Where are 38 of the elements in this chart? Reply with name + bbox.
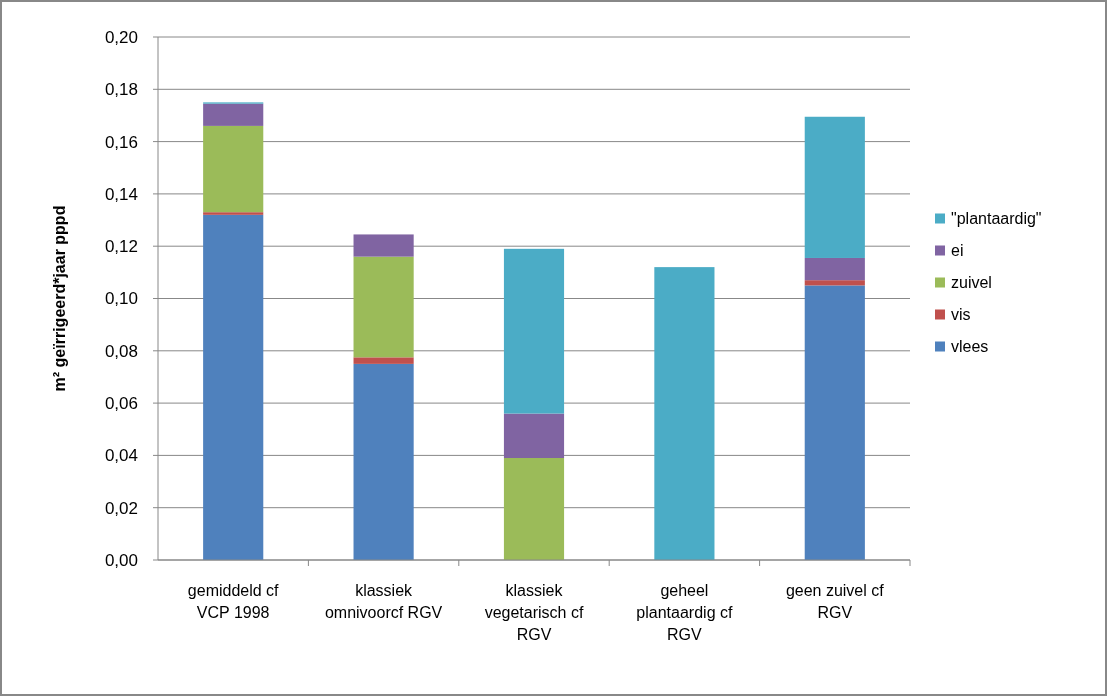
bar: [203, 214, 264, 560]
bar: [503, 458, 565, 560]
bar: [804, 116, 865, 258]
legend-label: zuivel: [951, 274, 992, 292]
bar: [804, 280, 865, 286]
bar: [353, 256, 414, 358]
y-axis-title: m² geïrrigeerd*jaar pppd: [51, 205, 68, 392]
y-tick-label: 0,04: [104, 446, 138, 466]
bar: [503, 413, 565, 459]
legend-label: "plantaardig": [951, 210, 1042, 228]
y-tick-label: 0,18: [104, 80, 138, 100]
legend-label: vis: [951, 306, 971, 324]
legend-label: vlees: [951, 338, 989, 356]
y-tick-label: 0,08: [104, 341, 138, 361]
x-tick-label: geen zuivel cf RGV: [785, 582, 885, 621]
x-tick-label: klassiek omnivoorcf RGV: [324, 582, 443, 621]
y-tick-label: 0,10: [104, 289, 138, 309]
bar: [353, 357, 414, 364]
x-tick-label: klassiek vegetarisch cf RGV: [484, 582, 584, 643]
bar: [203, 212, 264, 215]
bar: [503, 248, 565, 414]
bar: [353, 234, 414, 257]
y-tick-label: 0,00: [104, 550, 138, 570]
bar: [654, 267, 715, 560]
bar: [804, 257, 865, 281]
x-tick-label: geheel plantaardig cf RGV: [636, 582, 733, 643]
y-tick-label: 0,14: [104, 184, 138, 204]
y-tick-label: 0,20: [104, 27, 138, 47]
bar: [203, 103, 264, 126]
y-tick-label: 0,12: [104, 237, 138, 257]
bar: [804, 285, 865, 560]
y-tick-label: 0,16: [104, 132, 138, 152]
bar: [353, 363, 414, 560]
bar: [203, 125, 264, 213]
legend-label: ei: [951, 242, 964, 260]
y-tick-label: 0,02: [104, 498, 138, 518]
y-tick-label: 0,06: [104, 394, 138, 414]
x-tick-label: gemiddeld cf VCP 1998: [187, 582, 280, 621]
